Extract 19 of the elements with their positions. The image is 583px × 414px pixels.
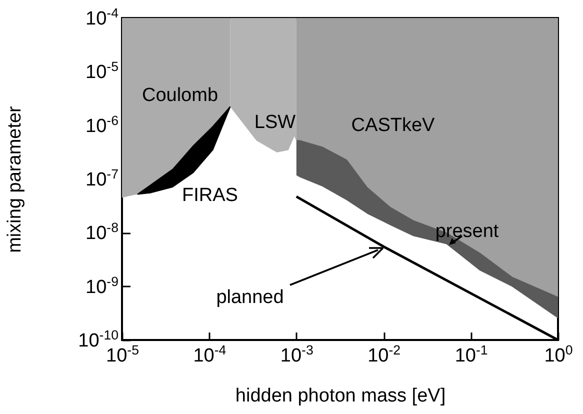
y-tick-label: 10$^{-9}$ [86,273,118,298]
annotation: FIRAS [182,185,238,206]
y-tick-label: 10$^{-6}$ [86,112,118,137]
annotation: CASTkeV [351,115,436,136]
annotation: present [435,221,500,242]
x-tick-label: 10$^{0}$ [544,342,573,366]
y-tick-label: 10$^{-8}$ [86,220,118,244]
x-tick-label: 10$^{-3}$ [280,342,314,366]
x-tick-label: 10$^{-2}$ [368,342,401,366]
annotation: LSW [254,112,296,133]
annotation: Coulomb [142,85,218,106]
x-axis-title: hidden photon mass [eV] [235,386,446,406]
y-tick-label: 10$^{-7}$ [86,166,118,190]
x-tick-label: 10$^{-1}$ [454,342,488,366]
y-axis-title: mixing parameter [4,105,26,253]
y-tick-label: 10$^{-4}$ [86,5,118,30]
annotation: planned [216,287,284,308]
y-tick-label: 10$^{-5}$ [86,58,118,84]
x-tick-label: 10$^{-4}$ [193,342,226,366]
